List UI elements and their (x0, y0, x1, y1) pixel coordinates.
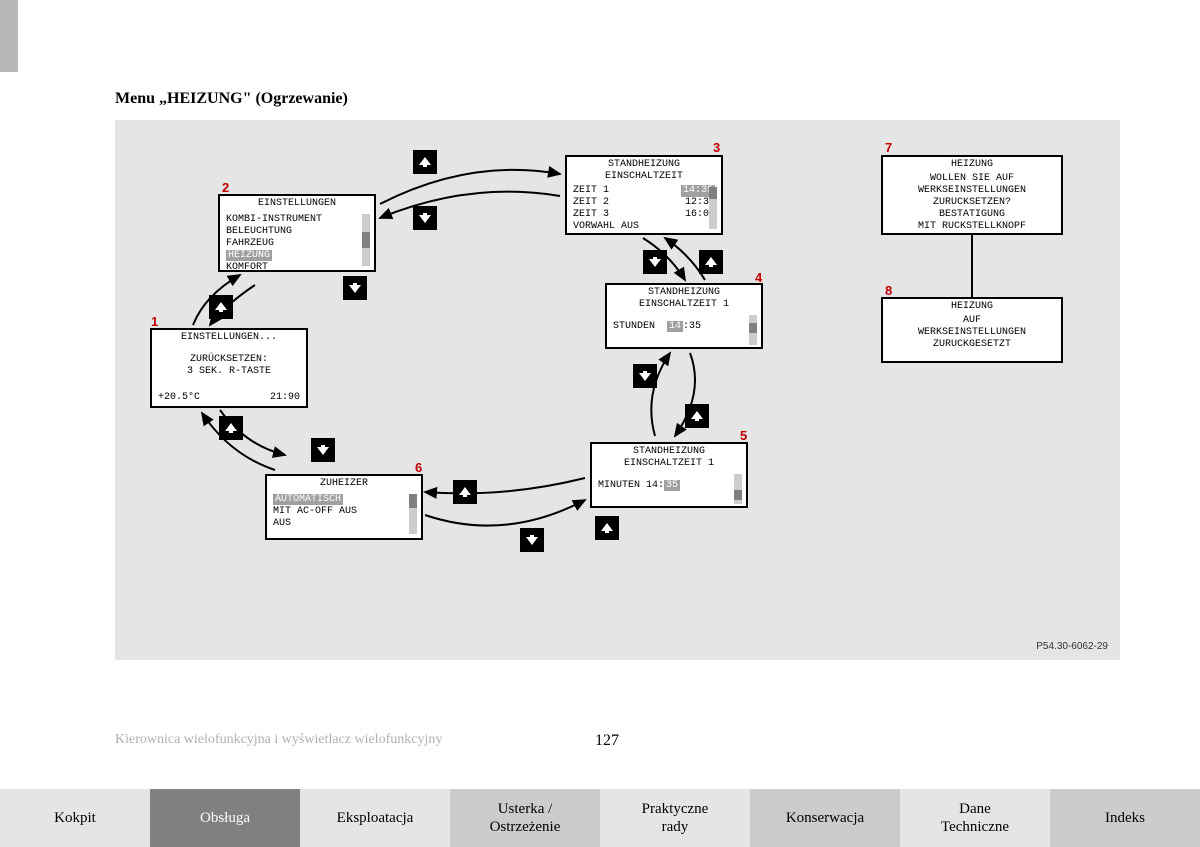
box1-line1: ZURÜCKSETZEN: (158, 354, 300, 366)
scrollbar (709, 187, 717, 229)
box2-title: EINSTELLUNGEN (220, 196, 374, 212)
arrow-up-icon (685, 404, 709, 428)
b3-l1a: ZEIT 1 (573, 185, 609, 197)
arrow-down-icon (633, 364, 657, 388)
chapter-tab-1[interactable]: Obsługa (150, 789, 300, 847)
menu-screen-1: EINSTELLUNGEN... ZURÜCKSETZEN: 3 SEK. R-… (150, 328, 308, 408)
chapter-tab-4[interactable]: Praktycznerady (600, 789, 750, 847)
box1-title: EINSTELLUNGEN... (152, 330, 306, 346)
menu-screen-2: EINSTELLUNGEN KOMBI-INSTRUMENT BELEUCHTU… (218, 194, 376, 272)
box1-line2: 3 SEK. R-TASTE (158, 366, 300, 378)
connector-7-8 (971, 235, 973, 297)
scrollbar (749, 315, 757, 345)
b7-l5: MIT RUCKSTELLKNOPF (883, 221, 1061, 233)
box8-title: HEIZUNG (883, 299, 1061, 315)
chapter-tab-7[interactable]: Indeks (1050, 789, 1200, 847)
page-title: Menu „HEIZUNG" (Ogrzewanie) (115, 90, 348, 108)
b4-rest: :35 (683, 321, 701, 332)
page-number: 127 (595, 732, 619, 750)
menu-screen-6: ZUHEIZER AUTOMATISCH MIT AC-OFF AUS AUS (265, 474, 423, 540)
arrow-down-icon (520, 528, 544, 552)
page-margin-tab (0, 0, 18, 72)
b3-l3a: ZEIT 3 (573, 209, 609, 221)
box4-title2: EINSCHALTZEIT 1 (639, 299, 729, 310)
menu-screen-5: STANDHEIZUNG EINSCHALTZEIT 1 MINUTEN 14:… (590, 442, 748, 508)
arrow-up-icon (413, 150, 437, 174)
chapter-tab-2[interactable]: Eksploatacja (300, 789, 450, 847)
box6-title: ZUHEIZER (267, 476, 421, 492)
box5-title2: EINSCHALTZEIT 1 (624, 458, 714, 469)
box2-highlight: HEIZUNG (226, 250, 272, 261)
section-title: Kierownica wielofunkcyjna i wyświetlacz … (115, 732, 442, 748)
b6-hl: AUTOMATISCH (273, 494, 343, 505)
b5-val: 35 (664, 480, 680, 491)
chapter-tab-6[interactable]: DaneTechniczne (900, 789, 1050, 847)
arrow-up-icon (699, 250, 723, 274)
box3-num: 3 (713, 140, 720, 155)
arrow-up-icon (219, 416, 243, 440)
box5-num: 5 (740, 428, 747, 443)
box2-l1: KOMBI-INSTRUMENT (226, 214, 368, 226)
b7-l4: BESTATIGUNG (883, 209, 1061, 221)
chapter-tab-3[interactable]: Usterka /Ostrzeżenie (450, 789, 600, 847)
arrow-down-icon (311, 438, 335, 462)
arrow-up-icon (453, 480, 477, 504)
menu-flowchart: 1 EINSTELLUNGEN... ZURÜCKSETZEN: 3 SEK. … (115, 120, 1120, 660)
box2-num: 2 (222, 180, 229, 195)
b7-l1: WOLLEN SIE AUF (883, 173, 1061, 185)
scrollbar (409, 494, 417, 534)
arrow-up-icon (595, 516, 619, 540)
menu-screen-4: STANDHEIZUNG EINSCHALTZEIT 1 STUNDEN 14:… (605, 283, 763, 349)
b6-l3: AUS (273, 518, 415, 530)
flowchart-arrow-2-3 (375, 156, 567, 226)
chapter-tab-5[interactable]: Konserwacja (750, 789, 900, 847)
chapter-tabs: KokpitObsługaEksploatacjaUsterka /Ostrze… (0, 789, 1200, 847)
b8-l3: ZURUCKGESETZT (883, 339, 1061, 351)
box3-title2: EINSCHALTZEIT (605, 171, 683, 182)
diagram-code: P54.30-6062-29 (1036, 641, 1108, 652)
flowchart-arrow-5-6 (420, 470, 592, 550)
box1-num: 1 (151, 314, 158, 329)
b8-l2: WERKSEINSTELLUNGEN (883, 327, 1061, 339)
box2-l2: BELEUCHTUNG (226, 226, 368, 238)
b6-l2: MIT AC-OFF AUS (273, 506, 415, 518)
arrow-down-icon (643, 250, 667, 274)
box1-time: 21:90 (270, 392, 300, 404)
box1-temp: +20.5°C (158, 392, 200, 404)
b7-l3: ZURUCKSETZEN? (883, 197, 1061, 209)
b8-l1: AUF (883, 315, 1061, 327)
b7-l2: WERKSEINSTELLUNGEN (883, 185, 1061, 197)
arrow-down-icon (413, 206, 437, 230)
menu-screen-3: STANDHEIZUNG EINSCHALTZEIT ZEIT 114:35 Z… (565, 155, 723, 235)
b4-label: STUNDEN (613, 321, 655, 332)
b4-val: 14 (667, 321, 683, 332)
box5-title: STANDHEIZUNG (633, 446, 705, 457)
b5-label: MINUTEN 14: (598, 480, 664, 491)
menu-screen-7: HEIZUNG WOLLEN SIE AUF WERKSEINSTELLUNGE… (881, 155, 1063, 235)
arrow-up-icon (209, 295, 233, 319)
scrollbar (362, 214, 370, 266)
box7-title: HEIZUNG (883, 157, 1061, 173)
flowchart-arrow-4-5 (645, 348, 735, 444)
box3-title: STANDHEIZUNG (608, 159, 680, 170)
scrollbar (734, 474, 742, 504)
menu-screen-8: HEIZUNG AUF WERKSEINSTELLUNGEN ZURUCKGES… (881, 297, 1063, 363)
box2-l3: FAHRZEUG (226, 238, 368, 250)
b3-l2a: ZEIT 2 (573, 197, 609, 209)
arrow-down-icon (343, 276, 367, 300)
box7-num: 7 (885, 140, 892, 155)
chapter-tab-0[interactable]: Kokpit (0, 789, 150, 847)
box8-num: 8 (885, 283, 892, 298)
